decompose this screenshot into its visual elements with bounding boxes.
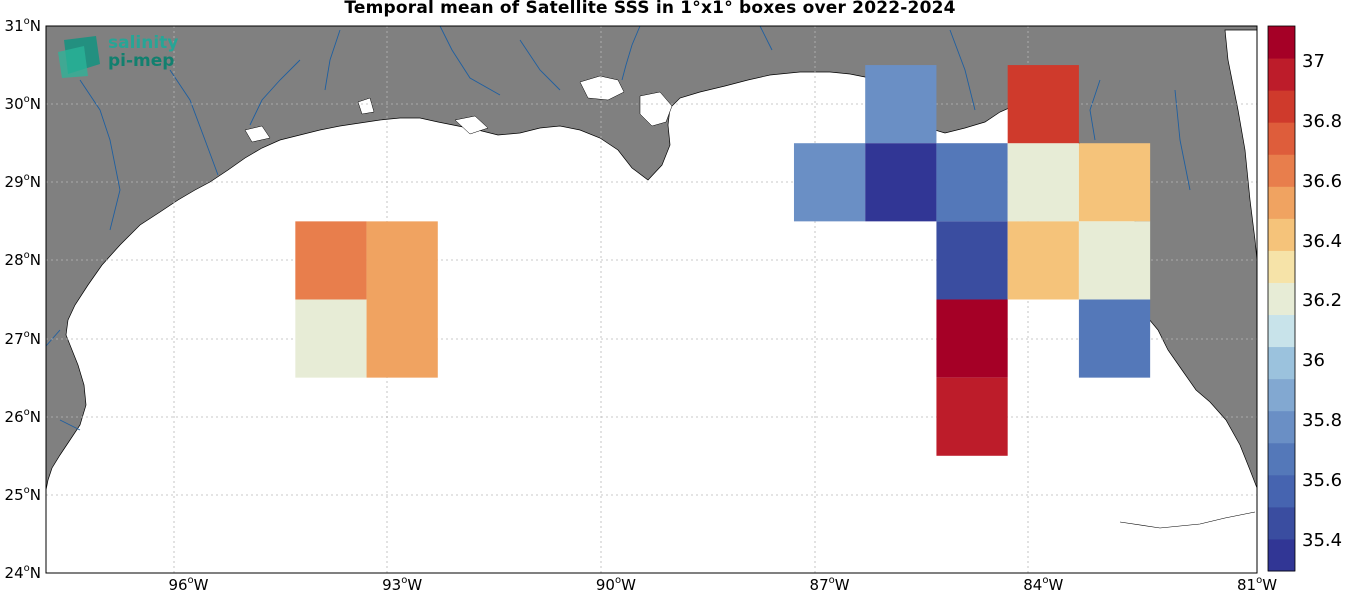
sss-box-16 (936, 377, 1008, 456)
lake-pontchartrain (579, 75, 625, 101)
colorbar-segment-1 (1268, 506, 1295, 540)
sss-box-12 (1007, 221, 1079, 300)
sss-box-8 (1007, 143, 1079, 222)
colorbar-tick-label: 36 (1302, 350, 1325, 372)
colorbar-segment-6 (1268, 346, 1295, 380)
lon-tick-label: 93oW (382, 575, 423, 594)
sss-boxes (295, 65, 1151, 456)
logo-emblem-icon (58, 36, 100, 78)
delta-bays (639, 91, 673, 127)
lon-tick-label: 84oW (1023, 575, 1064, 594)
sss-box-10 (1007, 65, 1079, 144)
sss-box-4 (865, 65, 937, 144)
colorbar-segment-4 (1268, 410, 1295, 444)
map-border (45, 25, 1258, 574)
sss-box-5 (793, 143, 866, 222)
colorbar-segment-5 (1268, 378, 1295, 412)
lat-tick-label: 27oN (4, 328, 41, 348)
colorbar-tick-label: 37 (1302, 50, 1325, 72)
colorbar-tick-label: 36.2 (1302, 290, 1343, 312)
colorbar-segment-13 (1268, 122, 1295, 155)
sss-box-1 (366, 221, 438, 300)
lon-tick-label: 87oW (809, 575, 850, 594)
lat-tick-label: 24oN (4, 563, 41, 582)
salinity-pi-mep-logo: salinity pi-mep (56, 34, 186, 80)
colorbar-segment-7 (1268, 314, 1295, 348)
gridlines (46, 26, 1257, 573)
sss-box-2 (295, 299, 367, 378)
sss-box-7 (936, 143, 1008, 222)
lon-tick-label: 81oW (1236, 575, 1278, 594)
colorbar-segment-15 (1268, 58, 1295, 91)
colorbar-segment-9 (1268, 250, 1295, 283)
colorbar-border (1267, 25, 1296, 572)
colorbar-segment-0 (1268, 538, 1295, 572)
colorbar (1268, 26, 1295, 572)
sss-box-6 (865, 143, 937, 222)
coastal-lake-3 (357, 97, 375, 115)
sss-box-11 (936, 221, 1008, 300)
colorbar-tick-label: 36.8 (1302, 110, 1343, 132)
colorbar-segment-8 (1268, 282, 1295, 316)
rivers (45, 25, 1191, 431)
colorbar-tick-label: 35.4 (1302, 530, 1343, 552)
colorbar-segment-12 (1268, 154, 1295, 187)
sss-box-14 (936, 299, 1008, 378)
colorbar-tick-label: 35.8 (1302, 410, 1343, 432)
colorbar-tick-label: 36.6 (1302, 170, 1343, 192)
lon-tick-label: 90oW (595, 575, 636, 594)
coastal-lake-2 (244, 125, 271, 143)
colorbar-segment-3 (1268, 442, 1295, 476)
colorbar-tick-label: 35.6 (1302, 470, 1343, 492)
colorbar-segment-11 (1268, 186, 1295, 219)
colorbar-segment-10 (1268, 218, 1295, 251)
lat-tick-label: 30oN (4, 94, 41, 114)
colorbar-segment-16 (1268, 26, 1295, 59)
lat-tick-label: 28oN (4, 250, 41, 270)
lat-tick-label: 26oN (4, 406, 41, 426)
colorbar-segment-2 (1268, 474, 1295, 508)
sss-box-13 (1078, 221, 1151, 300)
map-title: Temporal mean of Satellite SSS in 1°x1° … (344, 0, 956, 18)
lon-tick-label: 96oW (168, 575, 209, 594)
lat-tick-label: 25oN (4, 484, 41, 504)
logo-text-pi-mep: pi-mep (108, 51, 175, 71)
sss-box-9 (1078, 143, 1151, 222)
lat-tick-label: 29oN (4, 172, 41, 192)
logo-text-salinity: salinity (108, 33, 179, 53)
sss-box-0 (295, 221, 367, 300)
colorbar-segment-14 (1268, 90, 1295, 123)
coastal-lake-1 (454, 115, 489, 135)
lat-tick-label: 31oN (4, 16, 41, 35)
florida-keys (1119, 511, 1256, 529)
colorbar-tick-label: 36.4 (1302, 230, 1343, 252)
sss-box-3 (366, 299, 438, 378)
sss-box-15 (1078, 299, 1151, 378)
